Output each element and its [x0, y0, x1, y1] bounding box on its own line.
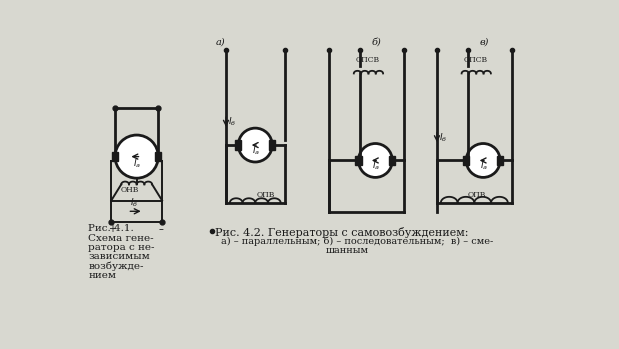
- Bar: [235, 140, 241, 150]
- Text: Рис. 4.2. Генераторы с самовозбуждением:: Рис. 4.2. Генераторы с самовозбуждением:: [215, 228, 469, 238]
- Circle shape: [238, 128, 272, 162]
- Text: зависимым: зависимым: [88, 252, 150, 261]
- Text: –: –: [159, 224, 164, 233]
- Text: ОПСВ: ОПСВ: [463, 56, 487, 64]
- Text: +: +: [108, 224, 116, 233]
- Circle shape: [358, 143, 392, 177]
- Text: Схема гене-: Схема гене-: [88, 233, 154, 243]
- Circle shape: [115, 135, 158, 178]
- Text: а): а): [216, 37, 225, 46]
- Text: ОНВ: ОНВ: [121, 186, 139, 194]
- Bar: [112, 152, 118, 161]
- Text: Рис. 4.1.: Рис. 4.1.: [88, 224, 134, 233]
- Text: шанным: шанным: [326, 246, 368, 255]
- Text: $I_a$: $I_a$: [252, 144, 260, 157]
- Bar: [269, 140, 275, 150]
- Bar: [497, 156, 503, 165]
- Bar: [155, 152, 162, 161]
- Text: $I_a$: $I_a$: [133, 157, 142, 170]
- Text: $I_б$: $I_б$: [228, 116, 236, 128]
- Text: $I_a$: $I_a$: [480, 160, 488, 172]
- Text: нием: нием: [88, 270, 116, 280]
- Text: ОПВ: ОПВ: [257, 191, 275, 199]
- Text: возбужде-: возбужде-: [88, 261, 144, 271]
- Text: в): в): [479, 37, 488, 46]
- Text: ОПВ: ОПВ: [468, 191, 486, 199]
- Text: $I_б$: $I_б$: [439, 131, 448, 143]
- Text: ратора с не-: ратора с не-: [88, 243, 155, 252]
- Bar: [463, 156, 469, 165]
- Text: $I_a$: $I_a$: [372, 160, 380, 172]
- Bar: [389, 156, 396, 165]
- Text: б): б): [371, 37, 381, 46]
- Text: $I_б$: $I_б$: [130, 196, 139, 209]
- Bar: [355, 156, 361, 165]
- Text: а) – параллельным; б) – последовательным;  в) – сме-: а) – параллельным; б) – последовательным…: [222, 237, 493, 246]
- Circle shape: [466, 143, 500, 177]
- Text: ОПСВ: ОПСВ: [355, 56, 379, 64]
